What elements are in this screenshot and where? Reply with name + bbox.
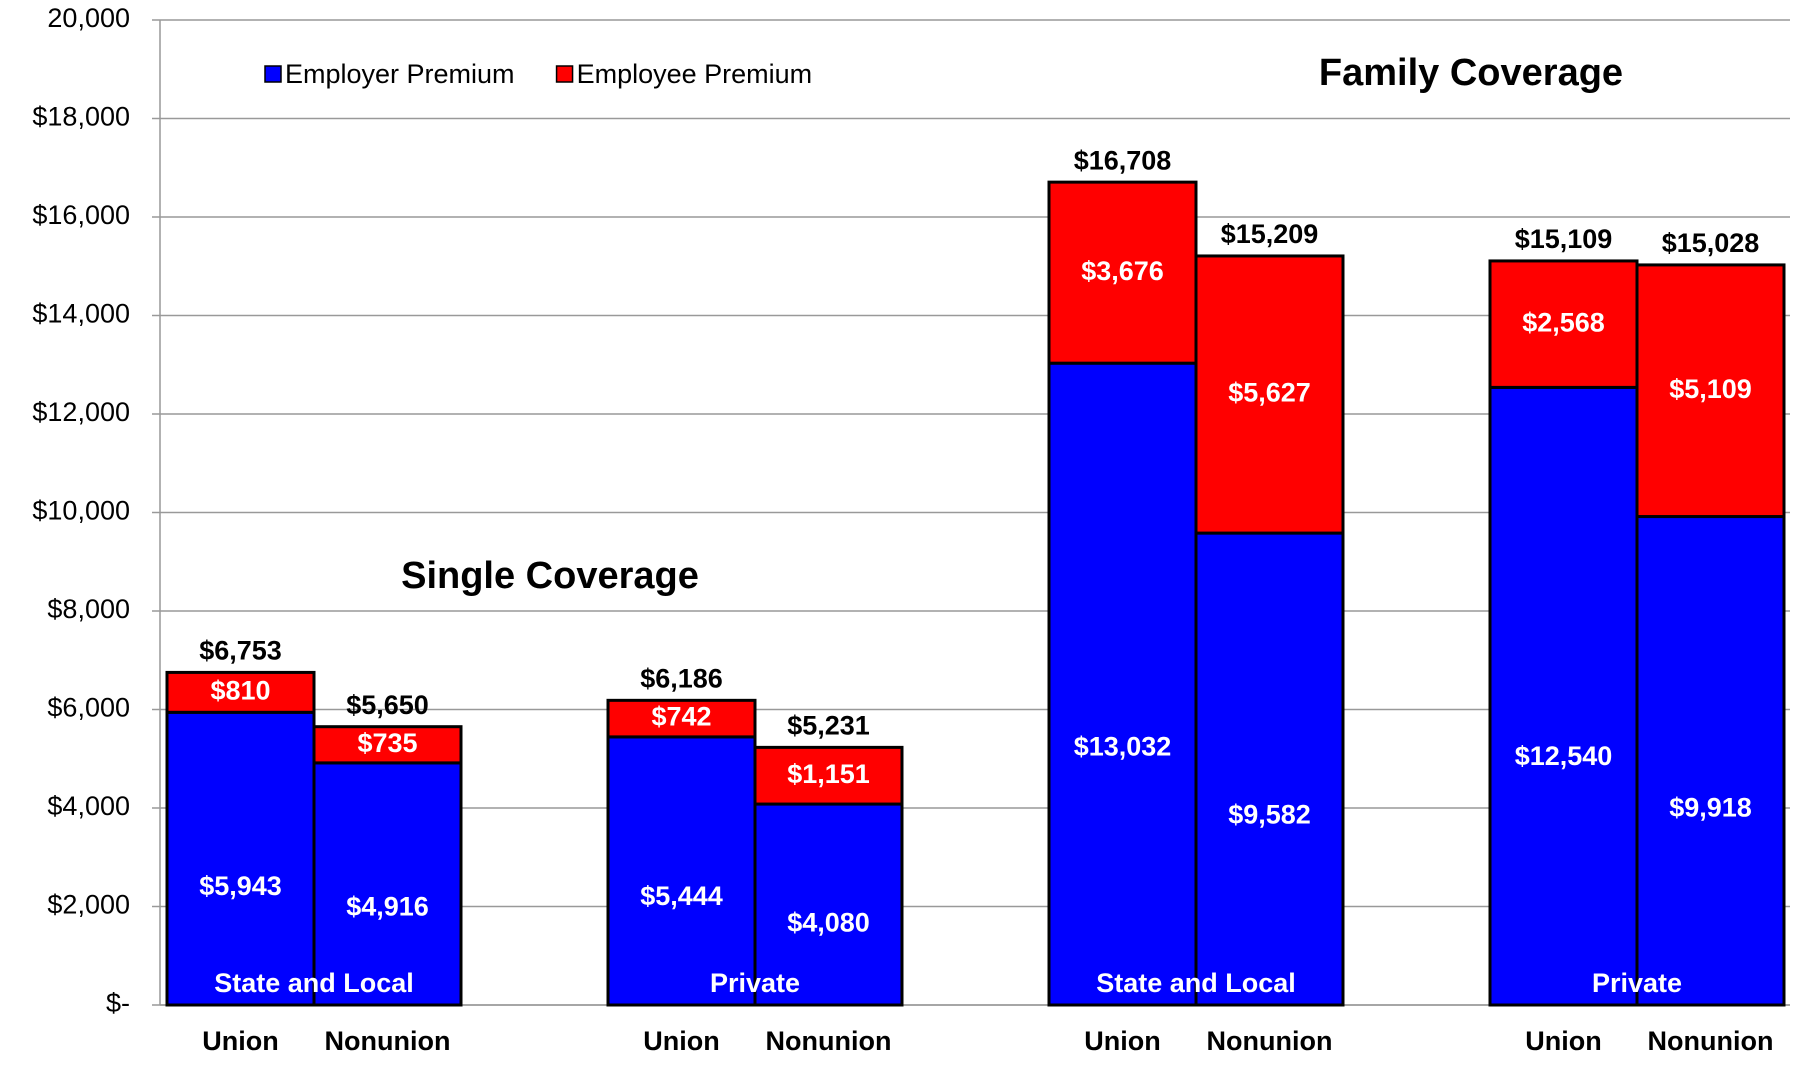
- total-label: $16,708: [1074, 145, 1172, 175]
- legend-label: Employee Premium: [577, 59, 813, 89]
- y-tick-label: $4,000: [47, 791, 130, 821]
- y-tick-label: 20,000: [47, 3, 130, 33]
- y-tick-label: $8,000: [47, 594, 130, 624]
- value-label: $3,676: [1081, 256, 1164, 286]
- bar-segment: [1488, 385, 1639, 1007]
- value-label: $5,943: [199, 871, 282, 901]
- x-tick-label: Union: [1084, 1026, 1160, 1056]
- x-tick-label: Union: [643, 1026, 719, 1056]
- group-label: Private: [1592, 968, 1682, 998]
- value-label: $810: [210, 675, 270, 705]
- total-label: $15,109: [1515, 224, 1613, 254]
- bar-segment: [1047, 180, 1198, 365]
- bar-segment: [312, 761, 463, 1007]
- value-label: $735: [357, 728, 417, 758]
- x-tick-label: Nonunion: [325, 1026, 451, 1056]
- y-tick-label: $16,000: [32, 200, 130, 230]
- value-label: $742: [651, 702, 711, 732]
- y-tick-label: $10,000: [32, 496, 130, 526]
- value-label: $4,916: [346, 891, 429, 921]
- bar-segment: [312, 725, 463, 765]
- y-tick-label: $6,000: [47, 693, 130, 723]
- total-label: $5,650: [346, 690, 429, 720]
- x-tick-label: Union: [202, 1026, 278, 1056]
- value-label: $12,540: [1515, 741, 1613, 771]
- total-label: $5,231: [787, 710, 870, 740]
- bar-segment: [606, 735, 757, 1007]
- y-tick-label: $12,000: [32, 397, 130, 427]
- value-label: $9,918: [1669, 793, 1752, 823]
- y-tick-label: $2,000: [47, 890, 130, 920]
- annotation: Family Coverage: [1319, 52, 1623, 94]
- bar-segment: [1194, 531, 1345, 1007]
- y-tick-label: $18,000: [32, 102, 130, 132]
- value-label: $1,151: [787, 759, 870, 789]
- value-label: $4,080: [787, 908, 870, 938]
- bar-segment: [165, 670, 316, 714]
- total-label: $15,028: [1662, 228, 1760, 258]
- value-label: $5,109: [1669, 374, 1752, 404]
- group-label: State and Local: [1096, 968, 1296, 998]
- bar-segment: [1488, 259, 1639, 389]
- bar-segment: [1194, 254, 1345, 535]
- total-label: $15,209: [1221, 219, 1319, 249]
- y-tick-label: $14,000: [32, 299, 130, 329]
- value-label: $2,568: [1522, 307, 1605, 337]
- legend-swatch: [555, 65, 574, 83]
- x-tick-label: Nonunion: [766, 1026, 892, 1056]
- total-label: $6,186: [640, 663, 723, 693]
- bar-segment: [1635, 263, 1786, 519]
- group-label: Private: [710, 968, 800, 998]
- bar-segment: [753, 745, 904, 806]
- x-tick-label: Union: [1525, 1026, 1601, 1056]
- bar-segment: [1635, 515, 1786, 1007]
- bar-segment: [606, 698, 757, 739]
- legend-label: Employer Premium: [285, 59, 515, 89]
- legend-swatch: [264, 65, 282, 83]
- value-label: $5,627: [1228, 378, 1311, 408]
- bar-segment: [165, 710, 316, 1007]
- group-label: State and Local: [214, 968, 414, 998]
- x-tick-label: Nonunion: [1648, 1026, 1774, 1056]
- bar-segment: [1047, 361, 1198, 1007]
- y-tick-label: $-: [106, 988, 130, 1018]
- annotation: Single Coverage: [401, 555, 699, 597]
- value-label: $13,032: [1074, 731, 1172, 761]
- value-label: $5,444: [640, 881, 723, 911]
- value-label: $9,582: [1228, 799, 1311, 829]
- total-label: $6,753: [199, 636, 282, 666]
- x-tick-label: Nonunion: [1207, 1026, 1333, 1056]
